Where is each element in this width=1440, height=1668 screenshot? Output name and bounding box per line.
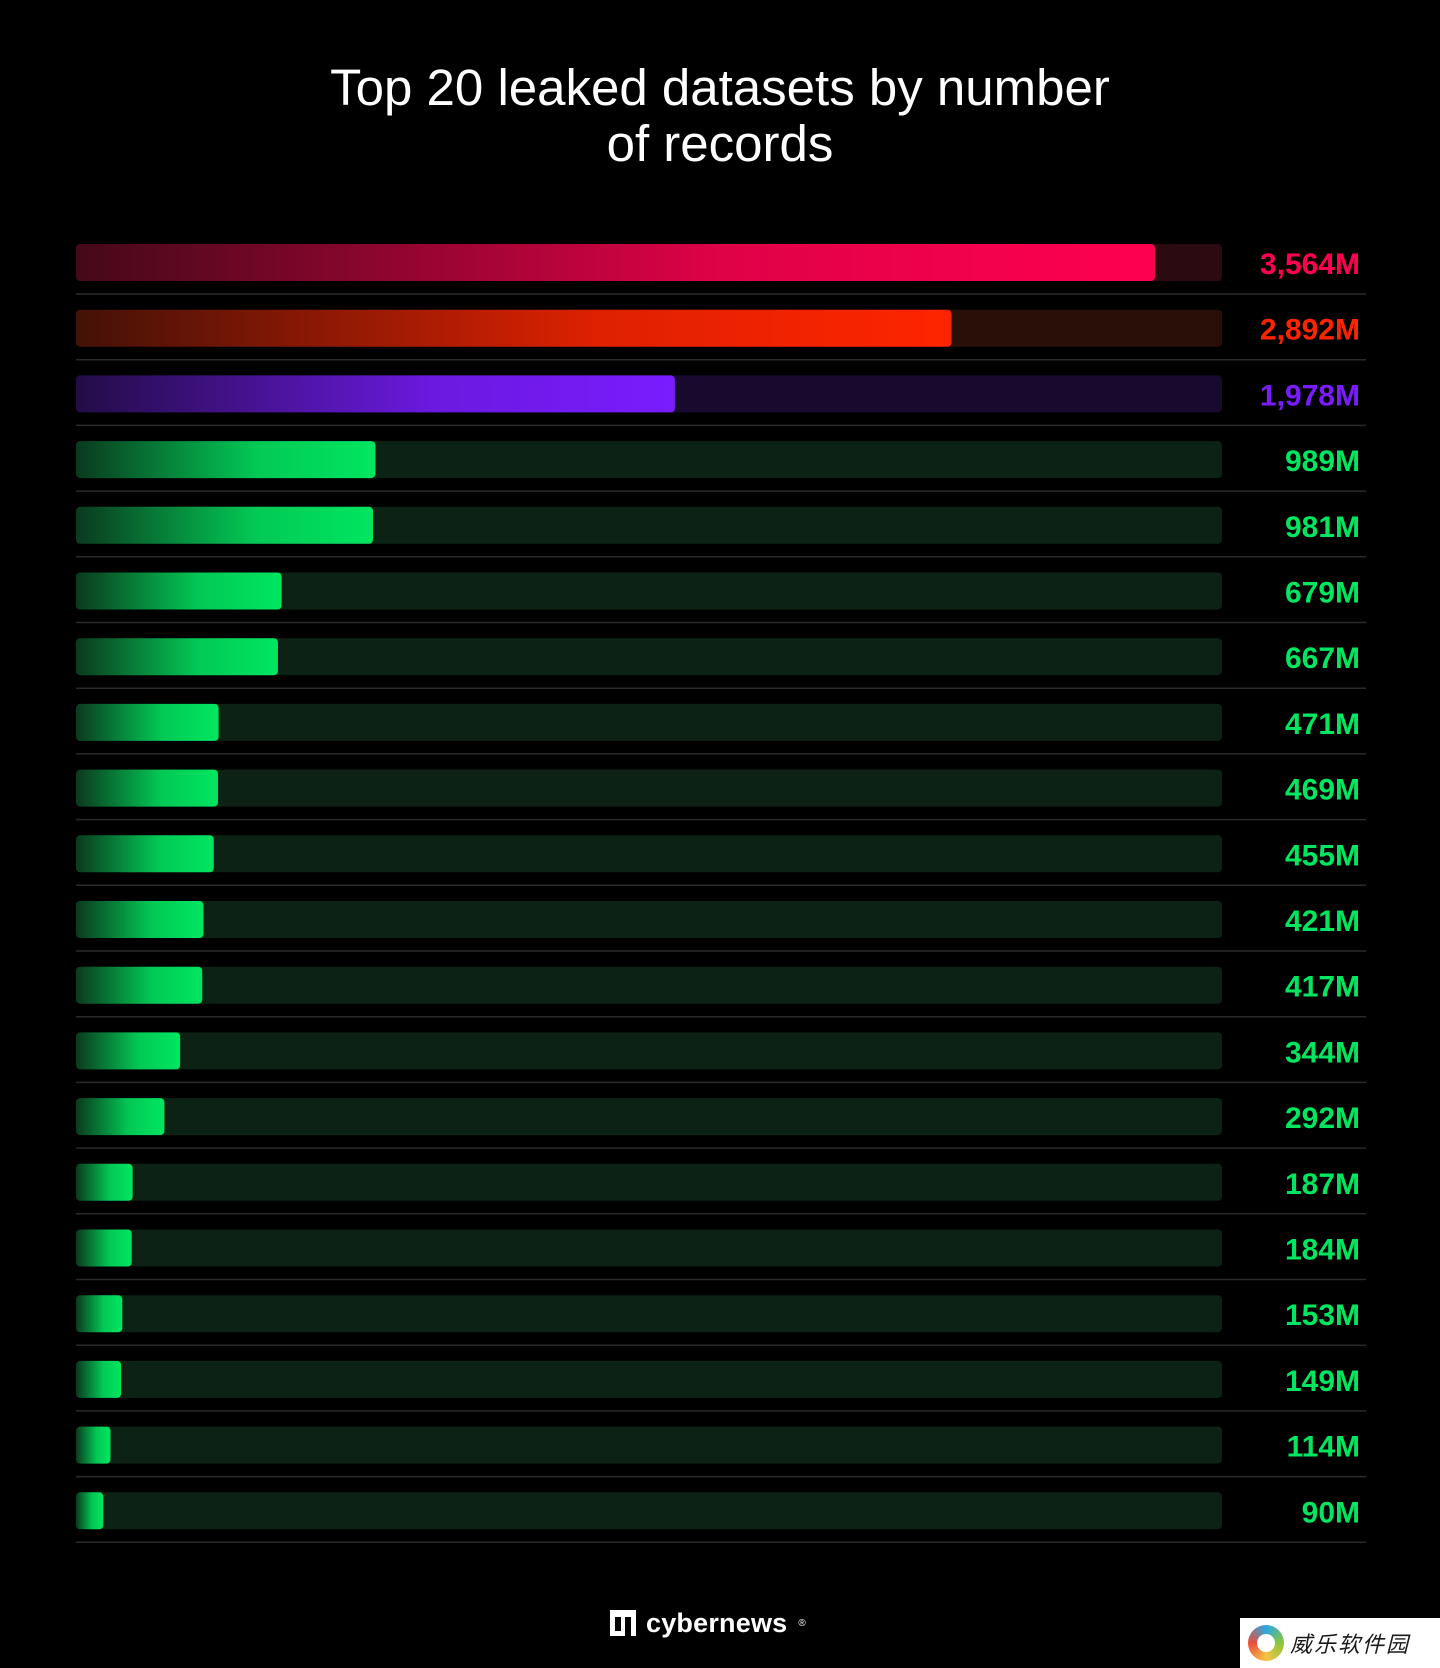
bar [76,835,214,873]
value-label: 184M [1285,1234,1360,1267]
value-label: 3,564M [1260,248,1360,281]
value-label: 469M [1285,774,1360,807]
bar-track [76,1492,1222,1530]
bar-track [76,1360,1222,1398]
bar [76,1163,133,1201]
bar [76,375,675,413]
bar-track [76,769,1222,807]
value-label: 989M [1285,445,1360,478]
bar [76,441,376,479]
value-label: 417M [1285,971,1360,1004]
bar [76,1426,111,1464]
value-label: 149M [1285,1365,1360,1398]
value-label: 679M [1285,577,1360,610]
bar [76,1295,123,1333]
bar [76,572,282,610]
chart-title-line-2: of records [606,115,834,172]
bar-track [76,835,1222,873]
value-label: 2,892M [1260,314,1360,347]
bar-track [76,1098,1222,1136]
bar-track [76,901,1222,938]
value-label: 344M [1285,1036,1360,1069]
bar [76,1098,165,1136]
cybernews-logo: cybernews ® [610,1605,806,1641]
watermark: 威乐软件园 [1240,1618,1440,1668]
bar [76,1492,104,1530]
value-label: 292M [1285,1102,1360,1135]
bar-track [76,1295,1222,1333]
value-label: 471M [1285,708,1360,741]
chart-title: Top 20 leaked datasets by number of reco… [0,60,1440,172]
bar [76,1229,132,1267]
value-label: 421M [1285,905,1360,938]
bar [76,506,373,544]
registered-mark: ® [798,1617,806,1629]
bar-track [76,1229,1222,1267]
bar-track [76,966,1222,1004]
bar-track [76,638,1222,676]
bar [76,309,952,347]
logo-text: cybernews [646,1607,788,1638]
bar-track [76,1426,1222,1464]
bar [76,901,204,938]
value-label: 187M [1285,1168,1360,1201]
cybernews-logo-icon [610,1610,636,1636]
value-label: 153M [1285,1299,1360,1332]
bar [76,703,219,741]
value-label: 90M [1302,1496,1360,1529]
bar [76,1032,181,1070]
value-label: 455M [1285,839,1360,872]
bar [76,638,278,676]
value-label: 981M [1285,511,1360,544]
chart-title-line-1: Top 20 leaked datasets by number [330,59,1110,116]
value-label: 667M [1285,642,1360,675]
bar-track [76,1032,1222,1070]
bar-track [76,1163,1222,1201]
bar [76,1360,122,1398]
value-label: 1,978M [1260,379,1360,412]
bar [76,966,203,1004]
bar-track [76,572,1222,610]
bar [76,769,218,807]
bar-track [76,703,1222,741]
watermark-text: 威乐软件园 [1290,1633,1411,1658]
bar [76,244,1155,281]
watermark-logo-icon [1248,1625,1284,1661]
value-label: 114M [1287,1431,1360,1464]
